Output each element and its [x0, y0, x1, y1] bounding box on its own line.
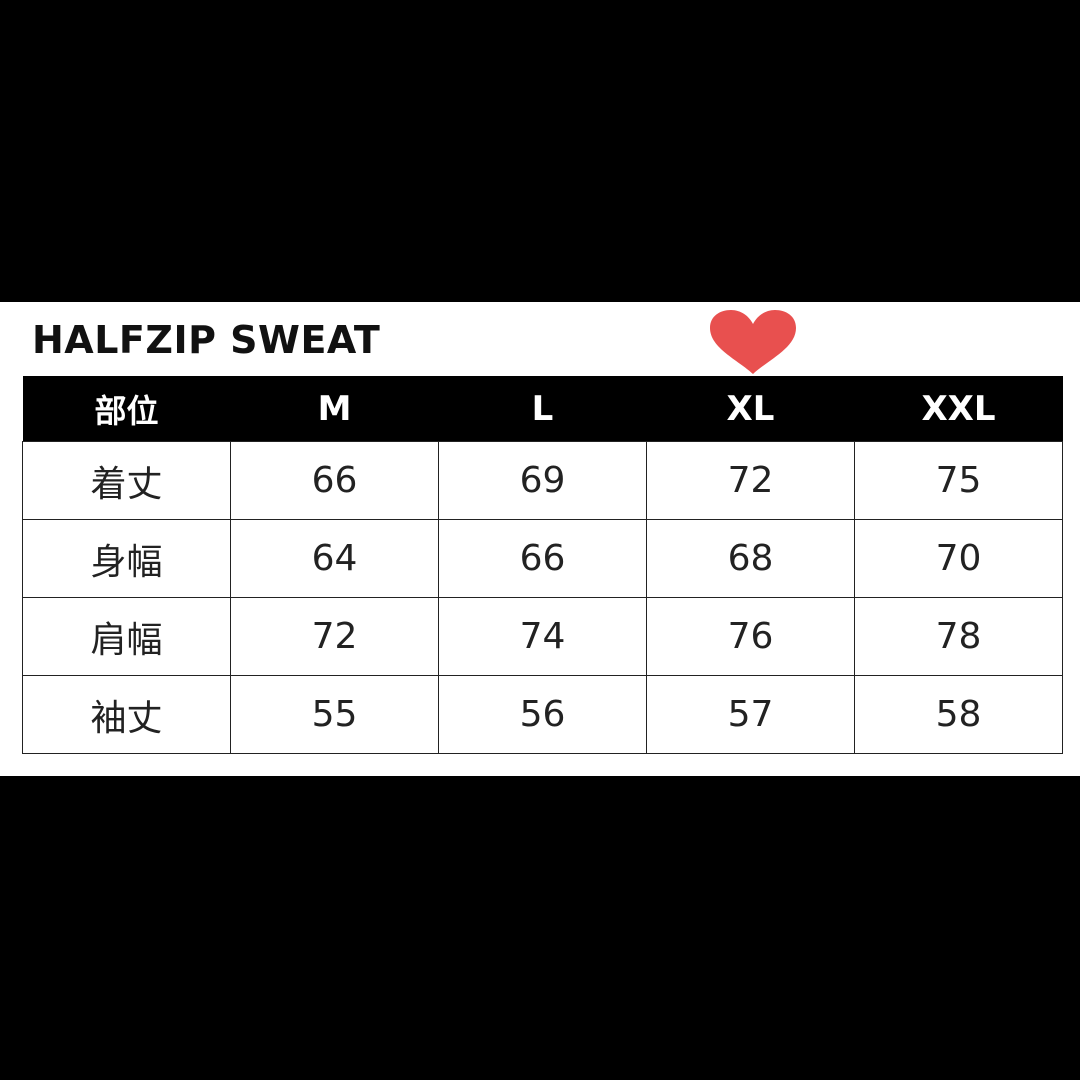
table-cell: 70: [854, 519, 1063, 598]
table-cell: 76: [646, 597, 855, 676]
table-cell: 72: [646, 441, 855, 520]
table-cell: 69: [438, 441, 647, 520]
table-cell: 57: [646, 675, 855, 754]
table-cell: 68: [646, 519, 855, 598]
header-size-xxl: XXL: [854, 376, 1063, 442]
header-size-l: L: [438, 376, 647, 442]
table-cell: 74: [438, 597, 647, 676]
table-row: 身幅 64 66 68 70: [22, 519, 1063, 598]
row-label: 袖丈: [22, 675, 231, 754]
product-title: HALFZIP SWEAT: [32, 318, 381, 362]
row-label: 身幅: [22, 519, 231, 598]
table-cell: 75: [854, 441, 1063, 520]
table-cell: 56: [438, 675, 647, 754]
table-cell: 66: [438, 519, 647, 598]
heart-icon: [710, 310, 796, 374]
header-part: 部位: [22, 376, 231, 442]
table-cell: 55: [230, 675, 439, 754]
table-cell: 64: [230, 519, 439, 598]
table-cell: 72: [230, 597, 439, 676]
table-row: 着丈 66 69 72 75: [22, 441, 1063, 520]
table-cell: 66: [230, 441, 439, 520]
header-size-xl: XL: [646, 376, 855, 442]
header-row: 部位 M L XL XXL: [22, 376, 1063, 442]
header-size-m: M: [230, 376, 439, 442]
table-row: 袖丈 55 56 57 58: [22, 675, 1063, 754]
size-table: 部位 M L XL XXL 着丈 66 69 72 75 身幅 64 66 68 70 肩幅 72 74…: [22, 376, 1063, 754]
row-label: 肩幅: [22, 597, 231, 676]
table-cell: 58: [854, 675, 1063, 754]
table-row: 肩幅 72 74 76 78: [22, 597, 1063, 676]
row-label: 着丈: [22, 441, 231, 520]
table-cell: 78: [854, 597, 1063, 676]
